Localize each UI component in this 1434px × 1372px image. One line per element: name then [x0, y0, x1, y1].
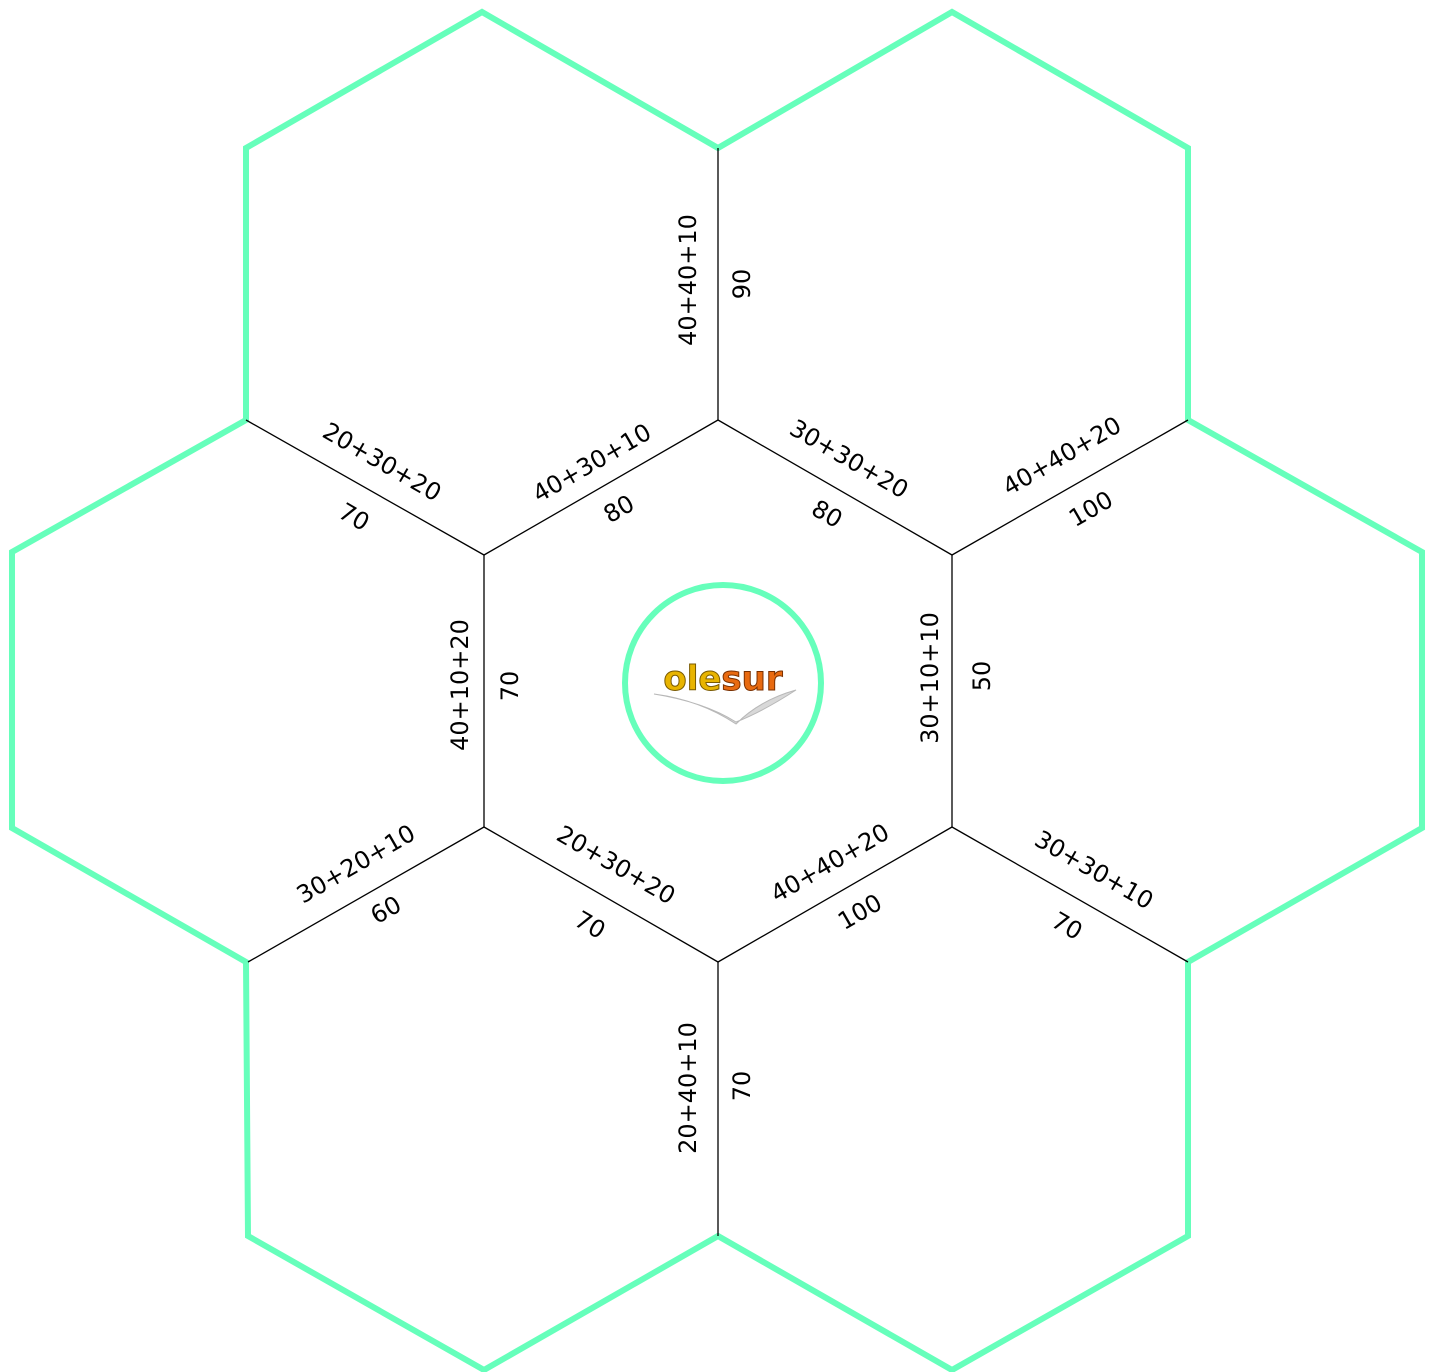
divider-upper-right-outer: [951, 419, 1189, 556]
edge-upper-right-outer-expression: 40+40+20: [998, 411, 1126, 501]
edge-lower-left-outer-expression: 30+20+10: [292, 819, 420, 909]
logo-text-sur: sur: [721, 659, 782, 699]
edge-upper-right-inner-answer: 80: [807, 494, 847, 534]
divider-upper-right-inner: [717, 419, 953, 556]
edge-upper-right-outer-answer: 100: [1064, 485, 1118, 532]
divider-upper-left-inner: [483, 419, 719, 556]
edge-right-expression: 30+10+10: [916, 612, 944, 744]
edge-upper-left-inner-answer: 80: [599, 489, 639, 529]
center-circle: [622, 582, 824, 784]
edge-upper-left-inner-expression: 40+30+10: [528, 418, 656, 508]
edge-left-answer: 70: [496, 671, 524, 702]
edge-lower-left-outer-answer: 60: [366, 890, 406, 930]
divider-lower-right-outer: [951, 826, 1189, 963]
edge-lower-right-inner-answer: 100: [833, 888, 887, 935]
center-logo: olesur: [622, 582, 824, 784]
edge-top-expression: 40+40+10: [674, 214, 702, 346]
edge-upper-right-inner-expression: 30+30+20: [785, 414, 913, 504]
logo-swoosh-icon: [653, 689, 797, 725]
edge-right-answer: 50: [968, 661, 996, 692]
edge-bottom-answer: 70: [728, 1071, 756, 1102]
edge-lower-right-outer-answer: 70: [1047, 906, 1087, 946]
edge-lower-right-outer-expression: 30+30+10: [1030, 825, 1158, 915]
edge-upper-left-outer-expression: 20+30+20: [318, 417, 446, 507]
edge-top-answer: 90: [728, 269, 756, 300]
edge-lower-left-inner-answer: 70: [570, 905, 610, 945]
logo-wordmark: olesur: [663, 659, 783, 699]
edge-left-expression: 40+10+20: [446, 619, 474, 751]
divider-lower-right-inner: [717, 826, 953, 963]
logo-text-ole: ole: [663, 659, 721, 699]
edge-lower-left-inner-expression: 20+30+20: [552, 820, 680, 910]
divider-upper-left-outer: [245, 419, 485, 556]
edge-bottom-expression: 20+40+10: [674, 1022, 702, 1154]
divider-lower-left-inner: [483, 826, 719, 963]
divider-lines: [245, 148, 1189, 1236]
divider-lower-left-outer: [247, 826, 485, 963]
edge-upper-left-outer-answer: 70: [334, 497, 374, 537]
